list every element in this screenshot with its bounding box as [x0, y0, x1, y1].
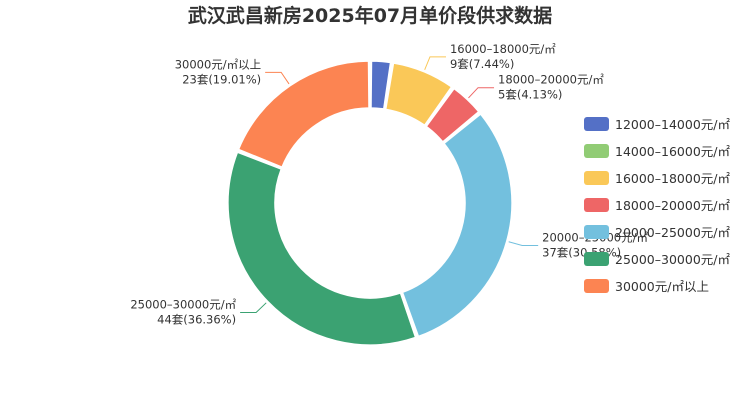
- legend-swatch-3[interactable]: [584, 198, 609, 212]
- slice-6[interactable]: [237, 60, 370, 168]
- leader-line-5: [240, 302, 267, 314]
- legend-label-1[interactable]: 14000–16000元/㎡: [615, 144, 730, 159]
- legend-label-3[interactable]: 18000–20000元/㎡: [615, 198, 730, 213]
- legend-swatch-6[interactable]: [584, 279, 609, 293]
- legend-label-6[interactable]: 30000元/㎡以上: [615, 279, 709, 294]
- legend-swatch-4[interactable]: [584, 225, 609, 239]
- legend-label-2[interactable]: 16000–18000元/㎡: [615, 171, 730, 186]
- legend-swatch-2[interactable]: [584, 171, 609, 185]
- legend-label-0[interactable]: 12000–14000元/㎡: [615, 117, 730, 132]
- chart-title: 武汉武昌新房2025年07月单价段供求数据: [188, 4, 552, 27]
- legend-swatch-1[interactable]: [584, 144, 609, 158]
- legend-swatch-0[interactable]: [584, 117, 609, 131]
- slices-group: [227, 60, 513, 346]
- legend-swatch-5[interactable]: [584, 252, 609, 266]
- leader-line-2: [424, 56, 446, 70]
- watermark: 搜狐号@搜狐焦点丽水站: [574, 380, 728, 397]
- leader-line-4: [508, 241, 539, 247]
- slice-2[interactable]: [384, 62, 453, 127]
- leader-line-6: [265, 71, 290, 85]
- legend: 12000–14000元/㎡ 14000–16000元/㎡ 16000–18000元…: [584, 117, 730, 294]
- slice-label-value-3: 5套(4.13%): [498, 88, 562, 102]
- leader-line-3: [468, 87, 495, 99]
- slice-4[interactable]: [401, 113, 513, 338]
- slice-3[interactable]: [425, 87, 480, 143]
- slice-label-category-2: 16000–18000元/㎡: [450, 42, 556, 56]
- legend-label-5[interactable]: 25000–30000元/㎡: [615, 252, 730, 267]
- slice-label-value-4: 37套(30.58%): [542, 246, 621, 260]
- slice-5[interactable]: [227, 151, 417, 346]
- slice-label-category-5: 25000–30000元/㎡: [130, 298, 236, 312]
- legend-label-4[interactable]: 20000–25000元/㎡: [615, 225, 730, 240]
- slice-label-value-5: 44套(36.36%): [157, 313, 236, 327]
- slice-label-category-3: 18000–20000元/㎡: [498, 73, 604, 87]
- slice-label-category-6: 30000元/㎡以上: [175, 57, 261, 71]
- slice-label-value-6: 23套(19.01%): [182, 72, 261, 86]
- slice-0[interactable]: [370, 60, 392, 110]
- slice-label-value-2: 9套(7.44%): [450, 57, 514, 71]
- label-leaders-group: [240, 56, 539, 314]
